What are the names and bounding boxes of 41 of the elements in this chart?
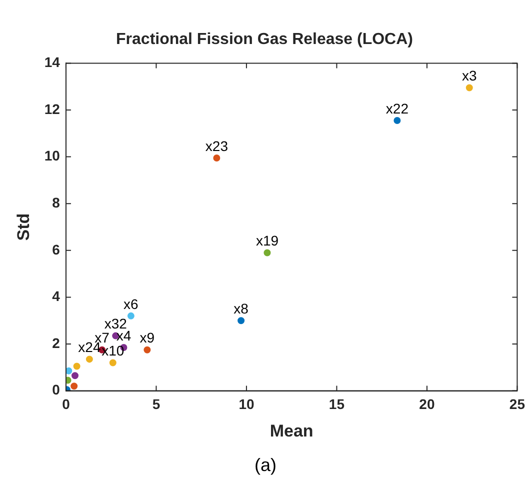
y-tick-label: 2 [52, 334, 60, 351]
point [144, 346, 151, 354]
point [86, 356, 93, 363]
x-tick-label: 5 [152, 396, 160, 412]
y-tick-label: 8 [52, 194, 60, 210]
point [213, 154, 220, 162]
annotation: x22 [386, 100, 409, 116]
x-tick-label: 25 [509, 396, 526, 412]
x-tick-label: 0 [62, 396, 70, 412]
point [109, 359, 116, 366]
y-tick-label: 0 [52, 382, 60, 398]
x-tick-label: 20 [419, 396, 435, 412]
y-tick-label: 12 [44, 100, 60, 117]
point [66, 367, 72, 374]
text: (a) [254, 454, 276, 475]
annotation: x23 [205, 138, 228, 154]
x-tick-label: 15 [328, 396, 345, 412]
point [394, 117, 401, 124]
annotation: x8 [234, 300, 249, 316]
chart-title: Fractional Fission Gas Release (LOCA) [116, 31, 413, 48]
x-axis-title: Mean [270, 421, 314, 440]
annotation: x32 [104, 316, 128, 332]
point [73, 362, 80, 370]
point [127, 312, 134, 320]
annotation: x10 [102, 342, 124, 359]
point [238, 317, 245, 324]
y-tick-label: 14 [44, 54, 60, 70]
annotation: x19 [256, 232, 279, 249]
y-tick-label: 6 [52, 241, 60, 258]
point [66, 376, 72, 384]
point [70, 382, 78, 390]
annotation: x6 [124, 296, 139, 312]
annotation: x9 [140, 330, 155, 346]
point [71, 372, 78, 380]
y-tick-label: 10 [44, 148, 60, 164]
y-tick-label: 4 [52, 288, 60, 304]
point [264, 249, 271, 256]
x-tick-label: 10 [238, 396, 254, 412]
annotation: x3 [462, 68, 477, 84]
point [466, 84, 473, 92]
y-axis-title: Std [14, 213, 33, 241]
